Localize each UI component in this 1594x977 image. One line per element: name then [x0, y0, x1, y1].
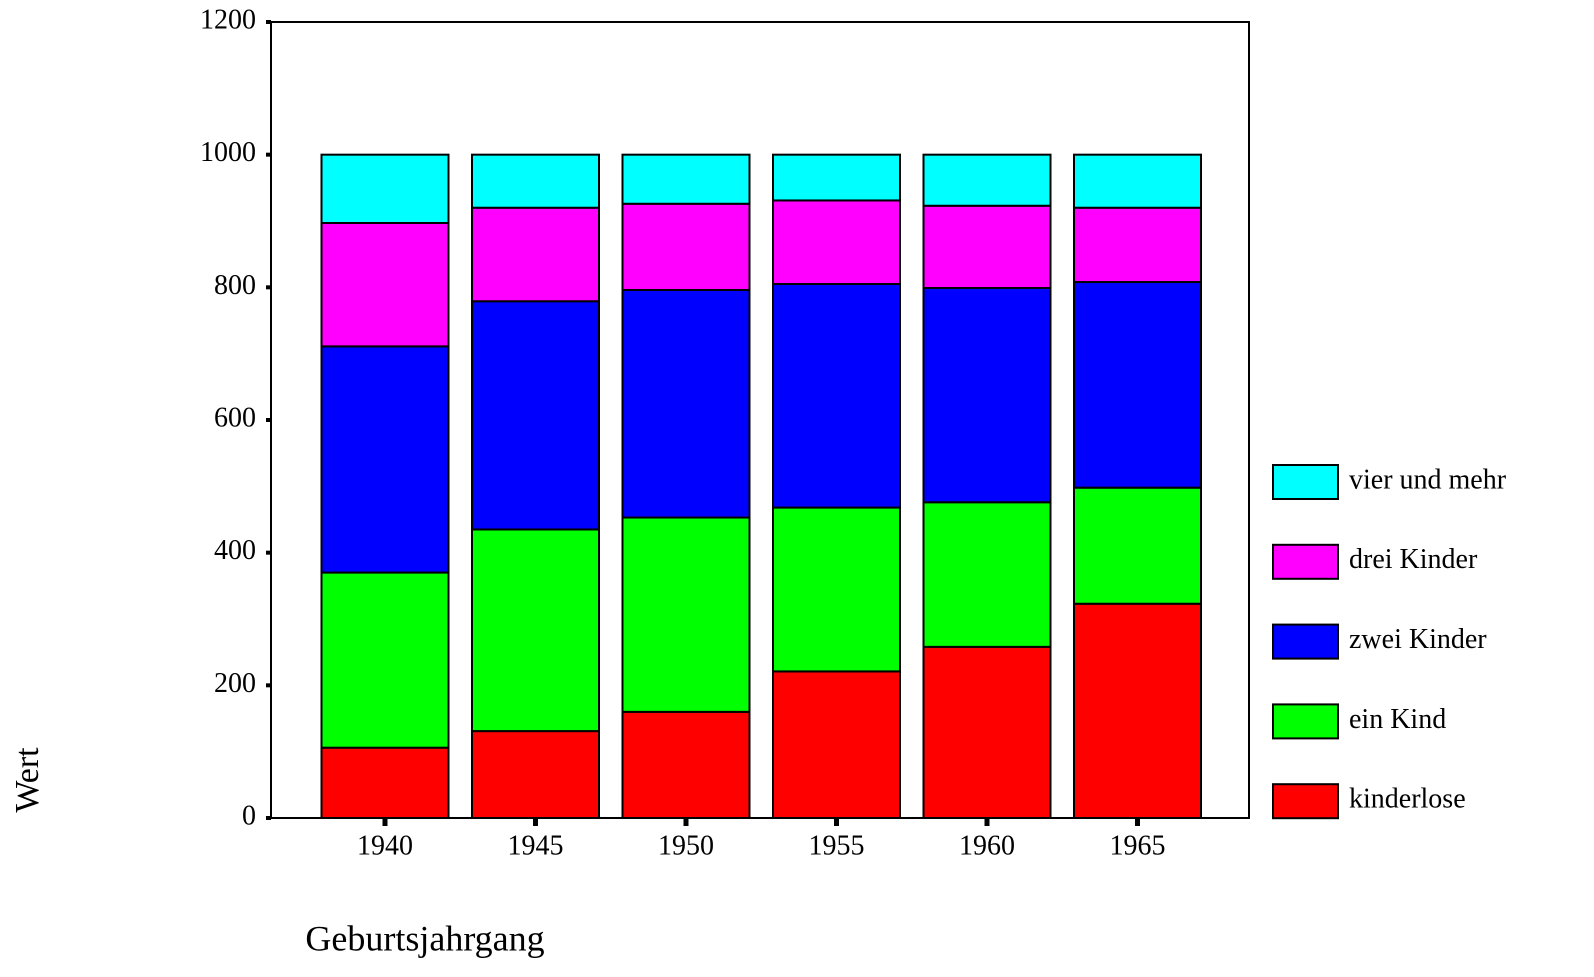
y-tick-label: 800	[214, 270, 256, 301]
bar-segment	[320, 221, 450, 348]
legend-label: vier und mehr	[1349, 464, 1507, 495]
bar-segment	[772, 670, 901, 819]
bar-segment	[621, 153, 751, 205]
bar-segment	[320, 571, 450, 749]
bar-segment	[471, 153, 600, 209]
bar-segment	[922, 501, 1052, 648]
legend-label: ein Kind	[1349, 704, 1446, 735]
legend-swatch	[1272, 623, 1339, 660]
y-tick-label: 400	[214, 535, 256, 566]
bar-segment	[772, 153, 901, 202]
bar-segment	[772, 506, 901, 673]
legend-label: drei Kinder	[1349, 544, 1478, 575]
bar-segment	[471, 730, 600, 819]
y-tick-label: 200	[214, 668, 256, 699]
bar-segment	[922, 286, 1052, 504]
y-axis-label: Wert	[9, 747, 46, 813]
bar-segment	[471, 528, 600, 733]
legend-swatch	[1272, 783, 1339, 820]
bar-segment	[1073, 281, 1202, 489]
bar-segment	[1073, 602, 1202, 820]
x-tick-label: 1960	[959, 830, 1015, 861]
bar-segment	[621, 516, 751, 713]
legend-label: zwei Kinder	[1349, 624, 1487, 655]
bar-segment	[922, 645, 1052, 819]
legend-swatch	[1272, 464, 1339, 500]
bar-segment	[320, 345, 450, 574]
bar-segment	[621, 202, 751, 291]
bar-segment	[320, 746, 450, 819]
bar-segment	[621, 288, 751, 519]
bar-segment	[1073, 153, 1202, 209]
bar-segment	[471, 300, 600, 531]
bar-segment	[772, 199, 901, 286]
bar-segment	[1073, 486, 1202, 605]
x-tick-label: 1965	[1110, 830, 1166, 861]
y-tick-label: 600	[214, 402, 256, 433]
y-tick-label: 1200	[200, 4, 256, 35]
bar-segment	[621, 710, 751, 819]
legend-swatch	[1272, 703, 1339, 740]
y-tick-label: 0	[242, 800, 256, 831]
x-tick-label: 1945	[508, 830, 564, 861]
x-tick-label: 1955	[809, 830, 865, 861]
bar-segment	[1073, 206, 1202, 284]
bar-segment	[320, 153, 450, 224]
bar-segment	[922, 153, 1052, 207]
x-tick-label: 1950	[658, 830, 714, 861]
bar-segment	[471, 206, 600, 303]
y-tick-label: 1000	[200, 137, 256, 168]
legend-swatch	[1272, 543, 1339, 580]
x-tick-label: 1940	[357, 830, 413, 861]
x-axis-label: Geburtsjahrgang	[305, 918, 544, 958]
bar-segment	[772, 283, 901, 509]
legend-label: kinderlose	[1349, 784, 1466, 815]
bar-segment	[922, 204, 1052, 289]
